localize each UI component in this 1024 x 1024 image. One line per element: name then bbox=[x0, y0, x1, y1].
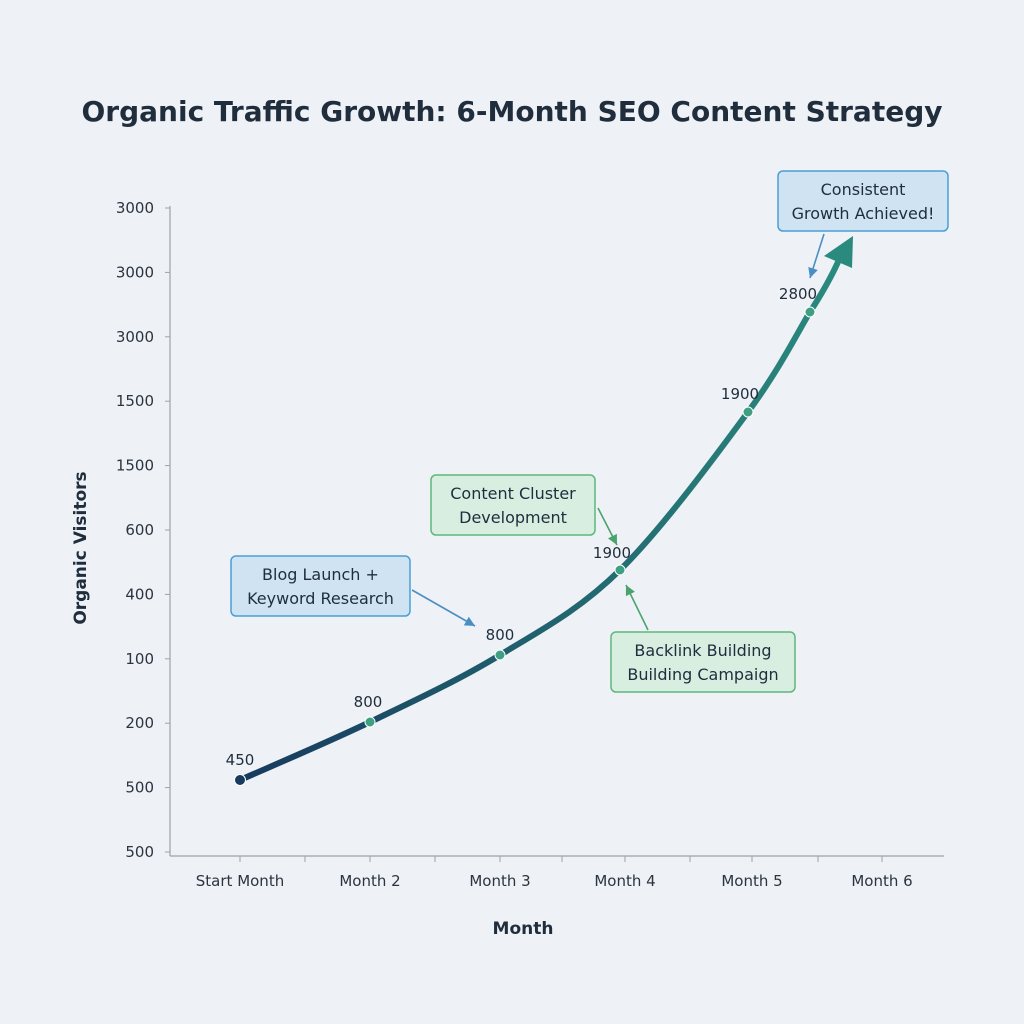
annotation-arrowhead bbox=[625, 585, 635, 597]
annotation-text: Keyword Research bbox=[247, 589, 394, 608]
annotation-box bbox=[430, 474, 596, 536]
data-label: 450 bbox=[226, 751, 255, 769]
y-tick-label: 3000 bbox=[116, 199, 154, 217]
annotation-text: Consistent bbox=[821, 180, 906, 199]
annotation-arrow bbox=[411, 589, 476, 627]
data-label: 800 bbox=[354, 693, 383, 711]
annotation-text: Building Campaign bbox=[627, 665, 778, 684]
annotation-arrowhead bbox=[463, 616, 475, 626]
chart-title: Organic Traffic Growth: 6-Month SEO Cont… bbox=[81, 95, 942, 128]
x-tick-label: Start Month bbox=[196, 872, 284, 890]
data-point bbox=[804, 306, 816, 318]
annotation-arrowhead bbox=[808, 266, 818, 278]
x-tick-label: Month 4 bbox=[594, 872, 655, 890]
y-axis-title: Organic Visitors bbox=[71, 471, 91, 624]
y-tick-label: 400 bbox=[125, 585, 154, 603]
data-points: 450 800 800 1900 1900 2800 bbox=[226, 285, 817, 786]
y-tick-label: 600 bbox=[125, 521, 154, 539]
x-tick-label: Month 5 bbox=[721, 872, 782, 890]
x-axis-ticks: Start Month Month 2 Month 3 Month 4 Month 5 M… bbox=[196, 856, 913, 890]
y-tick-label: 3000 bbox=[116, 263, 154, 281]
annotation-content-cluster: Content Cluster Development bbox=[430, 474, 618, 546]
y-tick-label: 200 bbox=[125, 714, 154, 732]
annotation-arrowhead bbox=[607, 533, 617, 545]
series-arrowhead bbox=[824, 236, 853, 268]
annotation-backlink-building: Backlink Building Building Campaign bbox=[610, 584, 796, 693]
annotation-text: Development bbox=[459, 508, 567, 527]
annotation-box bbox=[610, 631, 796, 693]
data-label: 1900 bbox=[593, 544, 631, 562]
annotation-text: Blog Launch + bbox=[262, 565, 379, 584]
y-tick-label: 1500 bbox=[116, 392, 154, 410]
data-point bbox=[364, 716, 376, 728]
data-label: 2800 bbox=[779, 285, 817, 303]
x-tick-label: Month 3 bbox=[469, 872, 530, 890]
data-label: 1900 bbox=[721, 385, 759, 403]
y-tick-label: 3000 bbox=[116, 328, 154, 346]
y-tick-label: 500 bbox=[125, 843, 154, 861]
annotation-box bbox=[777, 170, 949, 232]
data-point bbox=[614, 564, 626, 576]
data-point bbox=[234, 774, 246, 786]
x-tick-label: Month 6 bbox=[851, 872, 912, 890]
annotation-text: Growth Achieved! bbox=[792, 204, 935, 223]
annotation-box bbox=[230, 555, 411, 617]
annotation-text: Backlink Building bbox=[634, 641, 771, 660]
data-point bbox=[742, 406, 754, 418]
annotation-text: Content Cluster bbox=[450, 484, 576, 503]
x-tick-label: Month 2 bbox=[339, 872, 400, 890]
y-tick-label: 500 bbox=[125, 779, 154, 797]
annotations: Blog Launch + Keyword Research Content Clu… bbox=[230, 170, 949, 693]
y-axis-ticks: 500 500 200 100 400 600 1500 1500 3000 3000 3000 bbox=[116, 199, 170, 861]
x-axis-title: Month bbox=[493, 919, 554, 939]
axes bbox=[169, 206, 944, 857]
data-label: 800 bbox=[486, 626, 515, 644]
annotation-blog-launch: Blog Launch + Keyword Research bbox=[230, 555, 476, 627]
y-tick-label: 1500 bbox=[116, 457, 154, 475]
y-tick-label: 100 bbox=[125, 650, 154, 668]
annotation-consistent-growth: Consistent Growth Achieved! bbox=[777, 170, 949, 279]
data-point bbox=[494, 649, 506, 661]
